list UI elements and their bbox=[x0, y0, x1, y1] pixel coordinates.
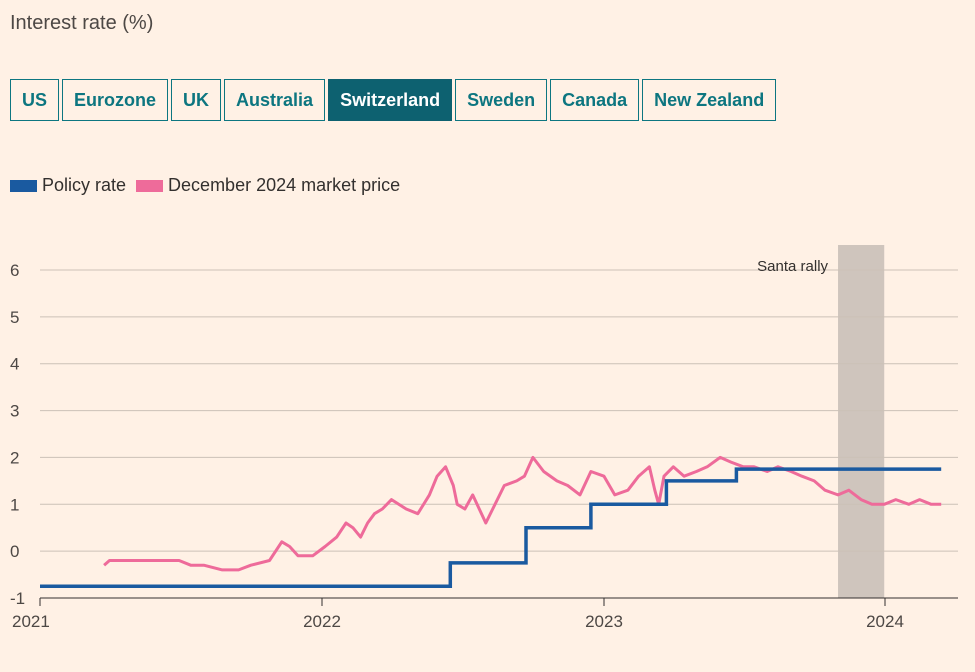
legend-label-policy-rate: Policy rate bbox=[42, 175, 127, 195]
tab-us[interactable]: US bbox=[10, 79, 60, 121]
tab-switzerland[interactable]: Switzerland bbox=[328, 79, 453, 121]
y-tick-label: 5 bbox=[10, 308, 19, 327]
santa-rally-band bbox=[838, 245, 885, 598]
y-tick-label: 2 bbox=[10, 448, 19, 467]
y-tick-label: -1 bbox=[10, 589, 25, 608]
market-price-line bbox=[103, 455, 942, 572]
santa-rally-label: Santa rally bbox=[757, 258, 828, 275]
chart-title: Interest rate (%) bbox=[10, 12, 154, 34]
y-tick-label: 1 bbox=[10, 495, 19, 514]
chart-legend: Policy rate December 2024 market price bbox=[10, 175, 410, 196]
y-tick-label: 4 bbox=[10, 355, 19, 374]
x-tick-label: 2022 bbox=[303, 612, 341, 631]
x-tick-label: 2023 bbox=[585, 612, 623, 631]
tab-australia[interactable]: Australia bbox=[224, 79, 326, 121]
y-tick-label: 0 bbox=[10, 542, 19, 561]
country-tabs: US Eurozone UK Australia Switzerland Swe… bbox=[10, 79, 777, 121]
tab-uk[interactable]: UK bbox=[171, 79, 222, 121]
legend-swatch-policy-rate bbox=[10, 179, 37, 192]
y-tick-label: 3 bbox=[10, 402, 19, 421]
tab-eurozone[interactable]: Eurozone bbox=[62, 79, 169, 121]
y-tick-label: 6 bbox=[10, 261, 19, 280]
x-tick-label: 2021 bbox=[12, 612, 50, 631]
legend-label-market-price: December 2024 market price bbox=[168, 175, 401, 195]
x-tick-label: 2024 bbox=[866, 612, 904, 631]
tab-sweden[interactable]: Sweden bbox=[455, 79, 548, 121]
legend-item-policy-rate: Policy rate bbox=[10, 175, 126, 196]
tab-new-zealand[interactable]: New Zealand bbox=[642, 79, 777, 121]
legend-swatch-market-price bbox=[136, 179, 164, 192]
policy-rate-line bbox=[40, 467, 942, 589]
tab-canada[interactable]: Canada bbox=[550, 79, 640, 121]
legend-item-market-price: December 2024 market price bbox=[136, 175, 400, 196]
